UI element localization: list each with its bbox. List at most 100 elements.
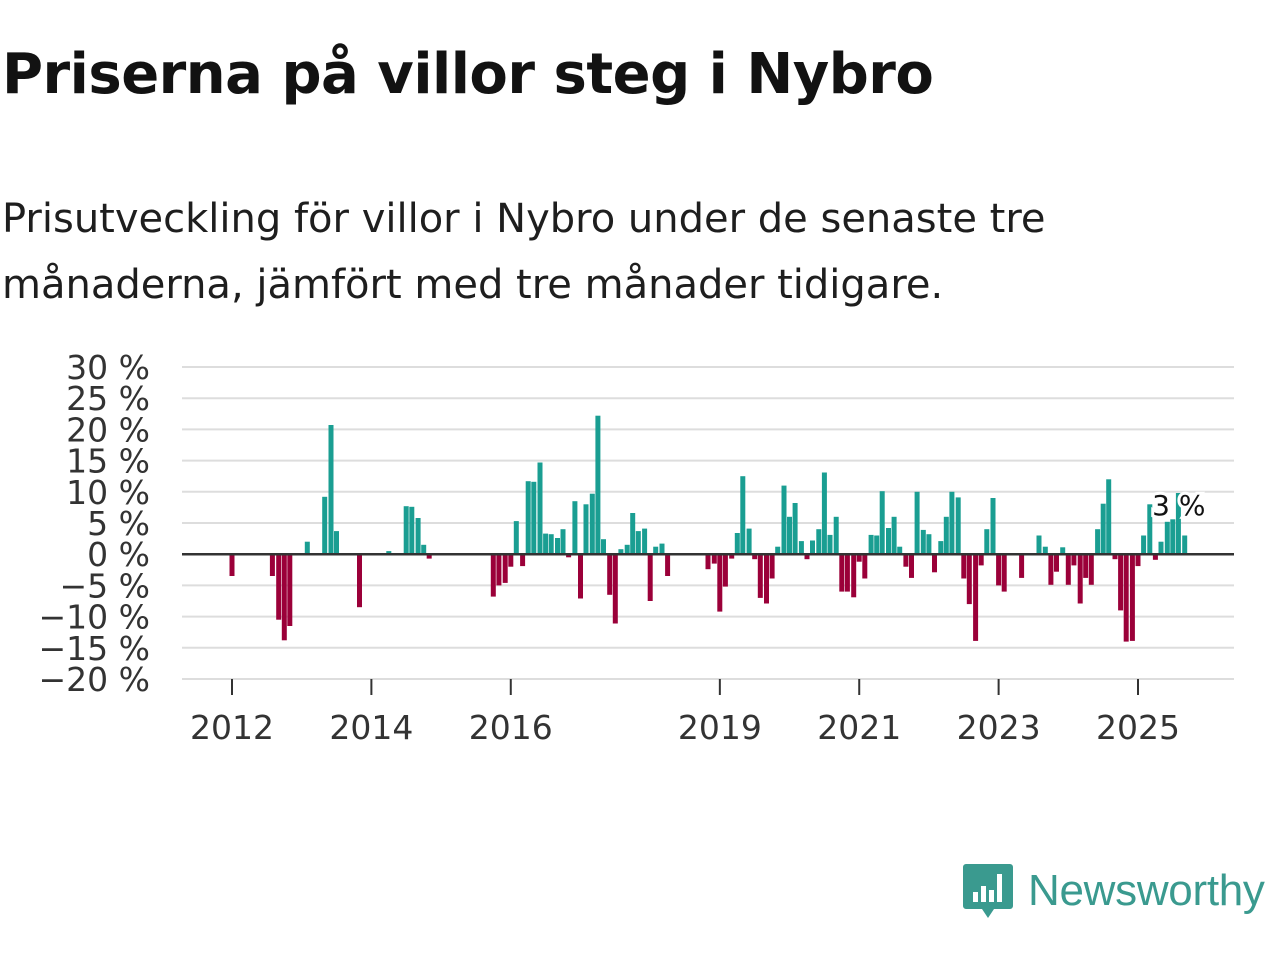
bar — [1164, 521, 1170, 555]
bar — [601, 539, 606, 555]
bar — [572, 501, 578, 555]
y-tick-label: −10 % — [39, 598, 151, 637]
chart-subtitle: Prisutveckling för villor i Nybro under … — [2, 196, 1046, 308]
bar — [1042, 546, 1048, 555]
bar — [496, 554, 502, 586]
gridlines — [182, 366, 1234, 680]
y-tick-label: −5 % — [60, 566, 151, 605]
y-tick-label: 20 % — [66, 410, 150, 449]
bar — [740, 476, 746, 555]
x-axis-ticks: 2012 2014 2016 2019 2021 2023 2025 — [190, 679, 1180, 747]
bar — [961, 554, 967, 579]
bar — [595, 415, 601, 555]
x-tick-label: 2021 — [817, 708, 901, 747]
y-tick-label: −20 % — [39, 660, 151, 699]
bar — [879, 491, 885, 555]
bar — [1088, 554, 1094, 585]
y-tick-label: 25 % — [66, 379, 150, 418]
bar — [1083, 554, 1089, 578]
bar — [1141, 535, 1147, 555]
bar — [798, 541, 804, 555]
bar — [1135, 554, 1141, 567]
bar — [508, 554, 514, 567]
bar — [1170, 519, 1176, 555]
bar — [229, 554, 235, 576]
bar — [705, 554, 711, 570]
x-tick-label: 2023 — [957, 708, 1041, 747]
bar — [555, 538, 560, 555]
bar — [276, 554, 282, 620]
bar — [862, 554, 868, 579]
x-tick-label: 2019 — [678, 708, 762, 747]
bar — [966, 554, 972, 605]
bar — [827, 534, 833, 555]
bar — [978, 554, 984, 566]
bar — [403, 506, 409, 555]
bar — [996, 554, 1002, 586]
bar — [1147, 504, 1153, 555]
bar — [920, 529, 926, 555]
bar — [583, 504, 589, 555]
bar — [531, 481, 537, 555]
y-tick-label: 0 % — [87, 535, 150, 574]
bar — [897, 546, 903, 555]
x-tick-label: 2012 — [190, 708, 274, 747]
bar — [1036, 535, 1042, 555]
bar — [1106, 479, 1112, 555]
bar — [653, 546, 659, 555]
bar — [548, 534, 554, 555]
bar — [938, 541, 944, 555]
bar — [357, 554, 362, 608]
bar — [856, 554, 862, 562]
bar — [903, 554, 909, 567]
bar — [769, 554, 775, 579]
bar — [804, 554, 810, 560]
x-tick-label: 2025 — [1096, 708, 1180, 747]
bar — [659, 543, 665, 555]
bar — [1129, 554, 1135, 641]
bar — [844, 554, 850, 592]
bar — [874, 535, 880, 555]
bars — [229, 415, 1188, 642]
bar — [635, 531, 641, 555]
bar — [839, 554, 845, 592]
x-tick-label: 2016 — [469, 708, 553, 747]
bar — [711, 554, 717, 564]
bar — [520, 554, 526, 567]
bar — [752, 554, 758, 560]
bar — [810, 540, 815, 555]
bar — [729, 554, 735, 559]
bar — [734, 533, 740, 555]
bar — [833, 516, 839, 555]
bar — [949, 491, 955, 555]
bar — [1065, 554, 1071, 585]
y-tick-label: 15 % — [66, 442, 150, 481]
bar — [513, 521, 519, 555]
bar — [868, 534, 874, 555]
bar — [624, 544, 630, 555]
bar — [490, 554, 496, 597]
bar — [269, 554, 275, 576]
bar — [607, 554, 613, 595]
y-tick-label: 5 % — [87, 504, 150, 543]
bar — [943, 516, 949, 555]
bar — [781, 485, 787, 555]
bar — [851, 554, 857, 598]
bar — [1060, 547, 1066, 555]
bar — [281, 554, 287, 641]
bar — [1100, 503, 1106, 555]
bar — [973, 554, 979, 641]
bar — [1175, 493, 1181, 555]
bar — [1158, 541, 1164, 555]
bar — [984, 529, 990, 555]
bar — [1118, 554, 1124, 611]
bar — [560, 529, 566, 555]
bar — [1054, 554, 1059, 572]
bar — [328, 425, 334, 555]
bar — [537, 462, 543, 555]
bar — [1095, 529, 1101, 555]
chart-title: Priserna på villor steg i Nybro — [2, 42, 934, 107]
bar — [717, 554, 723, 612]
bar — [525, 481, 531, 555]
bar — [955, 497, 961, 555]
